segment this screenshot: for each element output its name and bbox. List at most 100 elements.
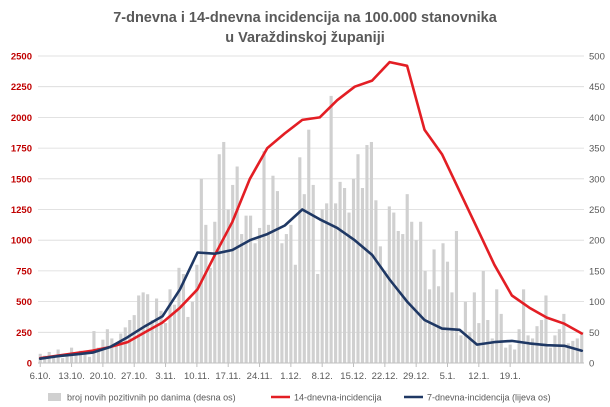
left-axis-tick-label: 1750	[11, 144, 32, 155]
daily-bar	[311, 184, 315, 363]
daily-bar	[204, 224, 208, 363]
left-axis-tick-label: 2250	[11, 82, 32, 93]
daily-bar	[472, 292, 476, 363]
line-7-day-incidence	[38, 208, 584, 361]
right-axis-tick-label: 400	[589, 113, 605, 124]
daily-bar	[526, 335, 530, 363]
legend-label-14-day: 14-dnevna-incidencija	[294, 393, 382, 403]
daily-bar	[468, 332, 472, 363]
daily-bar	[432, 249, 436, 363]
daily-bar	[325, 203, 329, 363]
legend-swatch-bars	[48, 393, 61, 401]
daily-bar	[155, 298, 159, 363]
left-axis-tick-label: 2000	[11, 113, 32, 124]
right-axis-tick-label: 450	[589, 82, 605, 93]
left-axis-ticks: 0 250 500 750 1000 1250 1500 1750 2000 2250 2500	[11, 52, 32, 370]
daily-bar	[454, 230, 459, 363]
chart-title-line-1: 7-dnevna i 14-dnevna incidencija na 100.…	[113, 10, 498, 26]
daily-bar	[459, 335, 463, 363]
right-axis-ticks: 0 50 100 150 200 250 300 350 400 450 500	[589, 52, 605, 370]
x-axis-tick-label: 19.1.	[500, 371, 521, 382]
daily-bar	[316, 273, 320, 363]
daily-bar	[419, 221, 423, 363]
x-axis-tick-label: 20.10.	[90, 371, 116, 382]
daily-bar	[172, 304, 177, 363]
daily-bar	[329, 95, 333, 363]
x-axis-tick-label: 12.1.	[468, 371, 489, 382]
daily-bar	[61, 358, 65, 363]
line-14-day-incidence	[38, 60, 584, 360]
daily-bar	[445, 261, 450, 363]
daily-bar	[414, 240, 418, 363]
daily-bar	[266, 224, 271, 363]
chart-title-line-2: u Varaždinskoj županiji	[225, 30, 385, 46]
legend: broj novih pozitivnih po danima (desna o…	[48, 393, 551, 403]
daily-bar	[530, 338, 535, 363]
daily-bar	[463, 301, 467, 363]
x-axis-tick-label: 1.12.	[280, 371, 301, 382]
daily-bar	[436, 286, 441, 363]
daily-bar	[307, 129, 311, 363]
daily-bar	[508, 344, 512, 363]
daily-bar	[74, 353, 78, 363]
daily-bar	[504, 347, 508, 363]
left-axis-tick-label: 500	[16, 297, 32, 308]
daily-bar	[257, 227, 262, 363]
daily-bar	[186, 316, 190, 363]
left-axis-tick-label: 2500	[11, 52, 32, 63]
daily-bar	[83, 354, 87, 363]
daily-bar	[92, 331, 96, 363]
daily-bar	[539, 320, 544, 363]
daily-bar	[423, 270, 427, 363]
daily-bar	[226, 209, 230, 363]
daily-bar	[486, 320, 490, 363]
daily-bar	[217, 154, 221, 363]
daily-bar	[544, 295, 548, 363]
daily-bar	[195, 264, 199, 363]
daily-bar	[410, 221, 414, 363]
left-axis-tick-label: 0	[27, 359, 32, 370]
daily-bar	[244, 215, 248, 363]
daily-bar	[293, 264, 297, 363]
right-axis-tick-label: 300	[589, 174, 605, 185]
daily-bars	[38, 95, 584, 363]
left-axis-tick-label: 1250	[11, 205, 32, 216]
daily-bar	[123, 327, 127, 363]
daily-bar	[517, 329, 521, 363]
legend-label-7-day: 7-dnevna-incidencija (lijeva os)	[427, 393, 551, 403]
daily-bar	[231, 184, 235, 363]
daily-bar	[441, 243, 445, 363]
x-axis-tick-label: 13.10.	[58, 371, 84, 382]
daily-bar	[522, 289, 526, 363]
daily-bar	[481, 270, 485, 363]
daily-bar	[383, 270, 387, 363]
daily-bar	[450, 292, 454, 363]
daily-bar	[181, 273, 186, 363]
daily-bar	[405, 194, 409, 363]
daily-bar	[428, 289, 432, 363]
daily-bar	[275, 191, 280, 363]
right-axis-tick-label: 100	[589, 297, 605, 308]
daily-bar	[87, 356, 92, 363]
right-axis-tick-label: 50	[589, 328, 600, 339]
daily-bar	[208, 267, 212, 363]
daily-bar	[499, 313, 503, 363]
daily-bar	[199, 178, 203, 363]
daily-bar	[168, 289, 172, 363]
daily-bar	[96, 347, 100, 363]
daily-bar	[190, 301, 194, 363]
x-axis-tick-label: 22.12.	[372, 371, 398, 382]
x-axis-tick-label: 5.1.	[440, 371, 456, 382]
x-axis-tick-label: 8.12.	[312, 371, 333, 382]
daily-bar	[163, 323, 168, 363]
x-axis: 6.10. 13.10. 20.10. 27.10. 3.11. 10.11. 17.11.…	[30, 362, 584, 382]
daily-bar	[401, 234, 405, 363]
daily-bar	[150, 320, 154, 363]
daily-bar	[213, 221, 217, 363]
daily-bar	[284, 234, 288, 363]
daily-bar	[360, 188, 365, 363]
daily-bar	[271, 175, 275, 363]
daily-bar	[513, 349, 517, 363]
daily-bar	[548, 347, 553, 363]
